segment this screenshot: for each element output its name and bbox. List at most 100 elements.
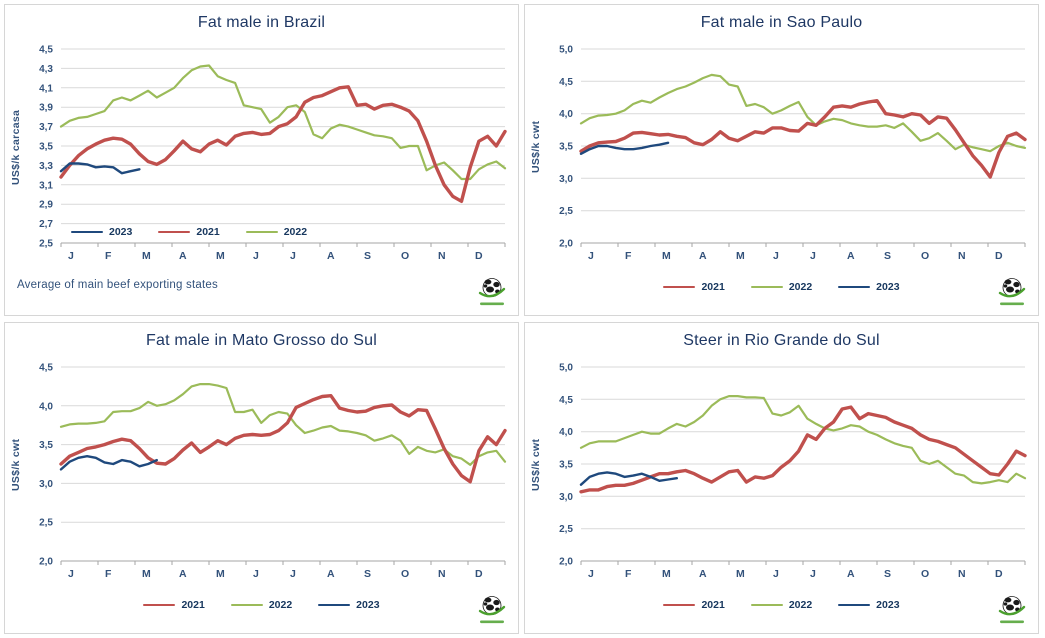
legend-label: 2021: [181, 599, 205, 611]
y-tick-label: 3,3: [39, 161, 53, 172]
legend-item-2021: 2021: [158, 226, 220, 238]
chart-panel-rio-grande: Steer in Rio Grande do Sul US$/k cwt 5,0…: [524, 322, 1039, 634]
legend-label: 2023: [356, 599, 380, 611]
x-tick-label: F: [105, 250, 112, 262]
x-tick-label: O: [401, 568, 409, 580]
x-tick-label: O: [921, 568, 929, 580]
x-tick-label: A: [699, 250, 707, 262]
y-tick-label: 5,0: [559, 45, 573, 56]
y-tick-label: 2,0: [39, 557, 53, 568]
chart-panel-sao-paulo: Fat male in Sao Paulo US$/k cwt 5,0 4,5 4,…: [524, 4, 1039, 316]
x-tick-label: F: [105, 568, 112, 580]
y-tick-label: 4,0: [559, 427, 573, 438]
y-tick-label: 3,9: [39, 103, 53, 114]
legend-label: 2021: [701, 599, 725, 611]
x-tick-label: M: [662, 250, 671, 262]
series-line-2022: [579, 394, 1027, 485]
series-line-2021: [579, 405, 1027, 494]
legend-dash-red: [158, 230, 191, 234]
y-tick-label: 4,0: [559, 109, 573, 120]
x-tick-label: J: [68, 568, 74, 580]
legend-dash-green: [245, 231, 278, 233]
x-tick-label: J: [773, 250, 779, 262]
x-tick-label: J: [290, 568, 296, 580]
y-tick-label: 3,7: [39, 122, 53, 133]
x-tick-label: J: [588, 568, 594, 580]
chart-panel-brazil: Fat male in Brazil US$/k carcasa 4,5 4,3 4…: [4, 4, 519, 316]
globe-logo-icon: [995, 276, 1029, 312]
y-tick-label: 3,5: [39, 142, 53, 153]
legend-label: 2021: [196, 226, 220, 238]
legend-dash-red: [143, 603, 176, 607]
x-tick-label: J: [773, 568, 779, 580]
globe-logo-icon: [995, 594, 1029, 630]
x-tick-label: J: [810, 250, 816, 262]
y-tick-label: 3,0: [39, 479, 53, 490]
legend: 2021 2022 2023: [525, 281, 1038, 293]
x-tick-label: M: [216, 250, 225, 262]
legend-label: 2023: [876, 599, 900, 611]
legend-dash-blue: [838, 286, 871, 288]
legend-item-2021: 2021: [663, 281, 725, 293]
y-tick-label: 4,1: [39, 83, 53, 94]
y-tick-label: 2,9: [39, 200, 53, 211]
y-tick-label: 5,0: [559, 363, 573, 374]
series-line-2022: [579, 73, 1027, 153]
legend-label: 2022: [788, 281, 813, 293]
x-tick-label: J: [588, 250, 594, 262]
x-tick-label: J: [290, 250, 296, 262]
x-tick-label: D: [995, 250, 1003, 262]
y-tick-label: 2,5: [39, 239, 53, 250]
legend: 2021 2022 2023: [5, 599, 518, 611]
legend-dash-blue: [71, 231, 103, 233]
x-tick-label: A: [847, 568, 855, 580]
x-tick-label: M: [736, 250, 745, 262]
legend-label: 2022: [788, 599, 813, 611]
x-tick-label: A: [847, 250, 855, 262]
x-tick-label: A: [179, 568, 187, 580]
line-chart: 4,5 4,3 4,1 3,9 3,7 3,5 3,3 3,1 2,9 2,7 2,5 J F M A M J J…: [39, 45, 507, 262]
x-tick-label: O: [921, 250, 929, 262]
x-tick-label: F: [625, 568, 632, 580]
chart-title: Fat male in Sao Paulo: [700, 14, 863, 31]
y-tick-label: 2,5: [39, 518, 53, 529]
legend-label: 2022: [283, 226, 308, 238]
y-tick-label: 4,3: [39, 64, 53, 75]
chart-footnote: Average of main beef exporting states: [17, 279, 218, 291]
chart-title: Fat male in Brazil: [197, 14, 326, 31]
x-tick-label: N: [958, 568, 966, 580]
x-tick-label: J: [253, 250, 259, 262]
y-tick-label: 3,5: [559, 142, 573, 153]
legend-dash-blue: [838, 604, 871, 606]
line-chart: 5,0 4,5 4,0 3,5 3,0 2,5 2,0 J F M A M J J A S O N D: [559, 363, 1027, 580]
x-tick-label: M: [142, 568, 151, 580]
x-tick-label: D: [475, 250, 483, 262]
legend-item-2023: 2023: [318, 599, 380, 611]
y-tick-label: 3,5: [559, 460, 573, 471]
legend-item-2022: 2022: [750, 599, 813, 611]
legend-label: 2021: [701, 281, 725, 293]
y-tick-label: 3,0: [559, 174, 573, 185]
y-tick-label: 2,5: [559, 206, 573, 217]
chart-title: Fat male in Mato Grosso do Sul: [146, 332, 377, 349]
legend-dash-red: [663, 603, 696, 607]
x-tick-label: J: [253, 568, 259, 580]
x-tick-label: D: [995, 568, 1003, 580]
series-line-2021: [59, 394, 507, 484]
y-tick-label: 2,0: [559, 239, 573, 250]
y-tick-label: 2,5: [559, 524, 573, 535]
legend-item-2023: 2023: [838, 599, 900, 611]
legend-dash-green: [750, 286, 783, 288]
x-tick-label: M: [142, 250, 151, 262]
y-tick-label: 2,7: [39, 219, 53, 230]
series-line-2023: [59, 162, 141, 175]
legend-item-2021: 2021: [663, 599, 725, 611]
line-chart: 4,5 4,0 3,5 3,0 2,5 2,0 J F M A M J J A S O N D: [39, 363, 507, 580]
globe-logo-icon: [475, 594, 509, 630]
x-tick-label: M: [736, 568, 745, 580]
y-tick-label: 4,0: [39, 401, 53, 412]
x-tick-label: S: [364, 250, 371, 262]
legend-dash-green: [750, 604, 783, 606]
chart-title: Steer in Rio Grande do Sul: [683, 332, 880, 349]
